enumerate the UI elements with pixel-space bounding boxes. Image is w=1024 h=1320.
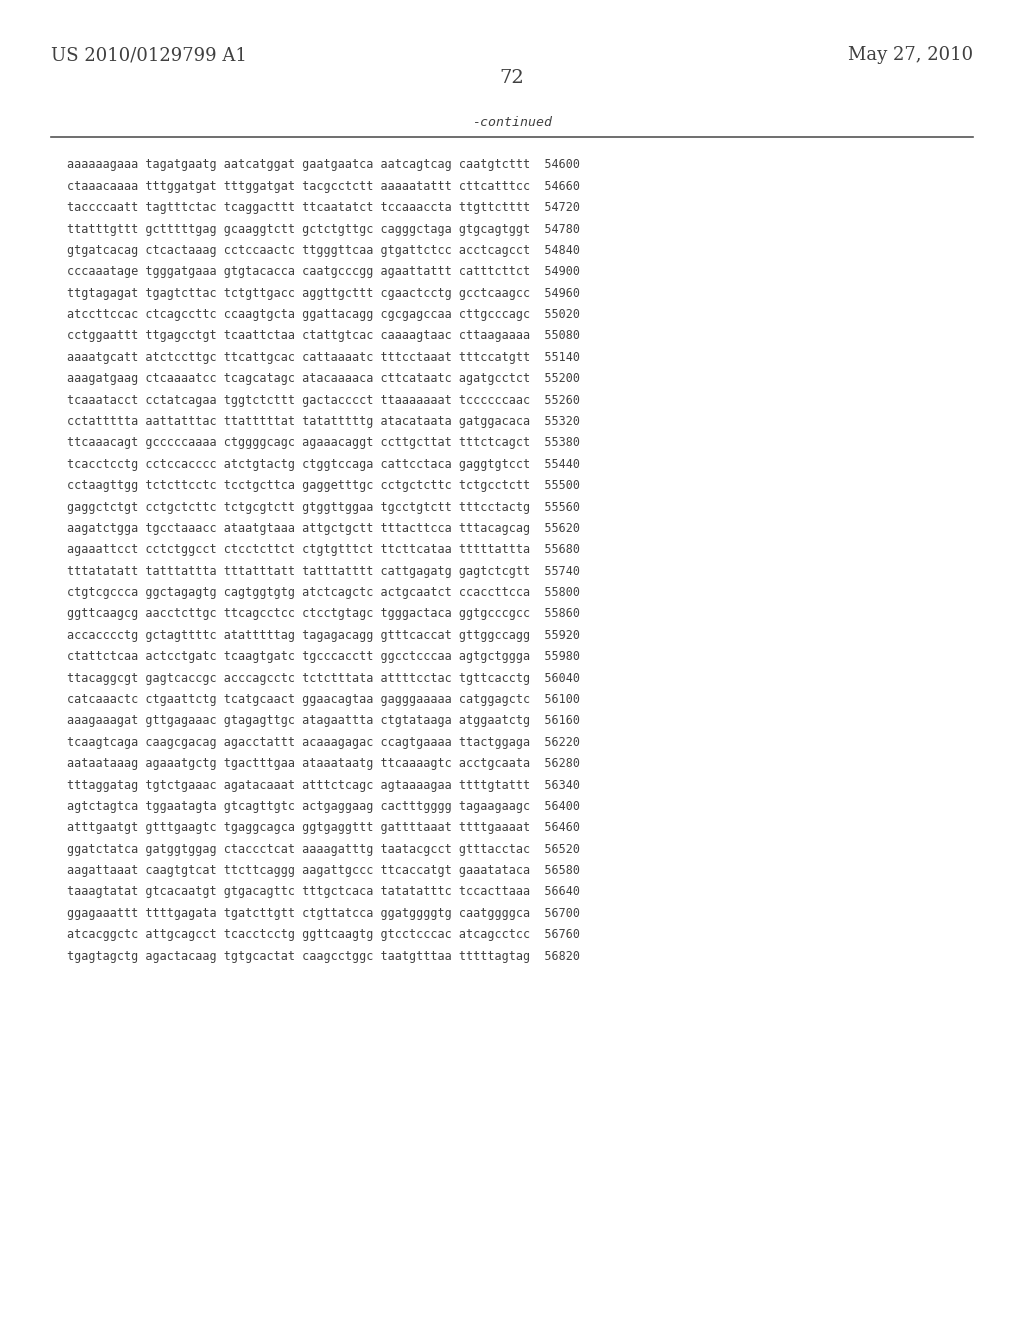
Text: atcacggctc attgcagcct tcacctcctg ggttcaagtg gtcctcccac atcagcctcc  56760: atcacggctc attgcagcct tcacctcctg ggttcaa… (67, 928, 580, 941)
Text: ttcaaacagt gcccccaaaa ctggggcagc agaaacaggt ccttgcttat tttctcagct  55380: ttcaaacagt gcccccaaaa ctggggcagc agaaaca… (67, 437, 580, 449)
Text: taccccaatt tagtttctac tcaggacttt ttcaatatct tccaaaccta ttgttctttt  54720: taccccaatt tagtttctac tcaggacttt ttcaata… (67, 201, 580, 214)
Text: aaagaaagat gttgagaaac gtagagttgc atagaattta ctgtataaga atggaatctg  56160: aaagaaagat gttgagaaac gtagagttgc atagaat… (67, 714, 580, 727)
Text: aaaatgcatt atctccttgc ttcattgcac cattaaaatc tttcctaaat tttccatgtt  55140: aaaatgcatt atctccttgc ttcattgcac cattaaa… (67, 351, 580, 364)
Text: ggagaaattt ttttgagata tgatcttgtt ctgttatcca ggatggggtg caatggggca  56700: ggagaaattt ttttgagata tgatcttgtt ctgttat… (67, 907, 580, 920)
Text: agaaattcct cctctggcct ctcctcttct ctgtgtttct ttcttcataa tttttattta  55680: agaaattcct cctctggcct ctcctcttct ctgtgtt… (67, 544, 580, 556)
Text: tgagtagctg agactacaag tgtgcactat caagcctggc taatgtttaa tttttagtag  56820: tgagtagctg agactacaag tgtgcactat caagcct… (67, 949, 580, 962)
Text: cctaagttgg tctcttcctc tcctgcttca gaggetttgc cctgctcttc tctgcctctt  55500: cctaagttgg tctcttcctc tcctgcttca gaggett… (67, 479, 580, 492)
Text: atttgaatgt gtttgaagtc tgaggcagca ggtgaggttt gattttaaat ttttgaaaat  56460: atttgaatgt gtttgaagtc tgaggcagca ggtgagg… (67, 821, 580, 834)
Text: aagattaaat caagtgtcat ttcttcaggg aagattgccc ttcaccatgt gaaatataca  56580: aagattaaat caagtgtcat ttcttcaggg aagattg… (67, 865, 580, 876)
Text: ggatctatca gatggtggag ctaccctcat aaaagatttg taatacgcct gtttacctac  56520: ggatctatca gatggtggag ctaccctcat aaaagat… (67, 842, 580, 855)
Text: gaggctctgt cctgctcttc tctgcgtctt gtggttggaa tgcctgtctt tttcctactg  55560: gaggctctgt cctgctcttc tctgcgtctt gtggttg… (67, 500, 580, 513)
Text: ctgtcgccca ggctagagtg cagtggtgtg atctcagctc actgcaatct ccaccttcca  55800: ctgtcgccca ggctagagtg cagtggtgtg atctcag… (67, 586, 580, 599)
Text: 72: 72 (500, 69, 524, 87)
Text: cctattttta aattatttac ttatttttat tatatttttg atacataata gatggacaca  55320: cctattttta aattatttac ttatttttat tatattt… (67, 414, 580, 428)
Text: catcaaactc ctgaattctg tcatgcaact ggaacagtaa gagggaaaaa catggagctc  56100: catcaaactc ctgaattctg tcatgcaact ggaacag… (67, 693, 580, 706)
Text: tttaggatag tgtctgaaac agatacaaat atttctcagc agtaaaagaa ttttgtattt  56340: tttaggatag tgtctgaaac agatacaaat atttctc… (67, 779, 580, 792)
Text: cctggaattt ttgagcctgt tcaattctaa ctattgtcac caaaagtaac cttaagaaaa  55080: cctggaattt ttgagcctgt tcaattctaa ctattgt… (67, 330, 580, 342)
Text: aaagatgaag ctcaaaatcc tcagcatagc atacaaaaca cttcataatc agatgcctct  55200: aaagatgaag ctcaaaatcc tcagcatagc atacaaa… (67, 372, 580, 385)
Text: ggttcaagcg aacctcttgc ttcagcctcc ctcctgtagc tgggactaca ggtgcccgcc  55860: ggttcaagcg aacctcttgc ttcagcctcc ctcctgt… (67, 607, 580, 620)
Text: gtgatcacag ctcactaaag cctccaactc ttgggttcaa gtgattctcc acctcagcct  54840: gtgatcacag ctcactaaag cctccaactc ttgggtt… (67, 244, 580, 257)
Text: cccaaatage tgggatgaaa gtgtacacca caatgcccgg agaattattt catttcttct  54900: cccaaatage tgggatgaaa gtgtacacca caatgcc… (67, 265, 580, 279)
Text: -continued: -continued (472, 116, 552, 129)
Text: ctaaacaaaa tttggatgat tttggatgat tacgcctctt aaaaatattt cttcatttcc  54660: ctaaacaaaa tttggatgat tttggatgat tacgcct… (67, 180, 580, 193)
Text: tcaaatacct cctatcagaa tggtctcttt gactacccct ttaaaaaaat tccccccaac  55260: tcaaatacct cctatcagaa tggtctcttt gactacc… (67, 393, 580, 407)
Text: US 2010/0129799 A1: US 2010/0129799 A1 (51, 46, 247, 65)
Text: accacccctg gctagttttc atatttttag tagagacagg gtttcaccat gttggccagg  55920: accacccctg gctagttttc atatttttag tagagac… (67, 628, 580, 642)
Text: ttatttgttt gctttttgag gcaaggtctt gctctgttgc cagggctaga gtgcagtggt  54780: ttatttgttt gctttttgag gcaaggtctt gctctgt… (67, 223, 580, 235)
Text: May 27, 2010: May 27, 2010 (848, 46, 973, 65)
Text: taaagtatat gtcacaatgt gtgacagttc tttgctcaca tatatatttc tccacttaaa  56640: taaagtatat gtcacaatgt gtgacagttc tttgctc… (67, 886, 580, 899)
Text: aagatctgga tgcctaaacc ataatgtaaa attgctgctt tttacttcca tttacagcag  55620: aagatctgga tgcctaaacc ataatgtaaa attgctg… (67, 521, 580, 535)
Text: agtctagtca tggaatagta gtcagttgtc actgaggaag cactttgggg tagaagaagc  56400: agtctagtca tggaatagta gtcagttgtc actgagg… (67, 800, 580, 813)
Text: ttgtagagat tgagtcttac tctgttgacc aggttgcttt cgaactcctg gcctcaagcc  54960: ttgtagagat tgagtcttac tctgttgacc aggttgc… (67, 286, 580, 300)
Text: ctattctcaa actcctgatc tcaagtgatc tgcccacctt ggcctcccaa agtgctggga  55980: ctattctcaa actcctgatc tcaagtgatc tgcccac… (67, 651, 580, 663)
Text: aataataaag agaaatgctg tgactttgaa ataaataatg ttcaaaagtc acctgcaata  56280: aataataaag agaaatgctg tgactttgaa ataaata… (67, 758, 580, 770)
Text: ttacaggcgt gagtcaccgc acccagcctc tctctttata attttcctac tgttcacctg  56040: ttacaggcgt gagtcaccgc acccagcctc tctcttt… (67, 672, 580, 685)
Text: tcacctcctg cctccacccc atctgtactg ctggtccaga cattcctaca gaggtgtcct  55440: tcacctcctg cctccacccc atctgtactg ctggtcc… (67, 458, 580, 471)
Text: tttatatatt tatttattta tttatttatt tatttatttt cattgagatg gagtctcgtt  55740: tttatatatt tatttattta tttatttatt tatttat… (67, 565, 580, 578)
Text: tcaagtcaga caagcgacag agacctattt acaaagagac ccagtgaaaa ttactggaga  56220: tcaagtcaga caagcgacag agacctattt acaaaga… (67, 735, 580, 748)
Text: aaaaaagaaa tagatgaatg aatcatggat gaatgaatca aatcagtcag caatgtcttt  54600: aaaaaagaaa tagatgaatg aatcatggat gaatgaa… (67, 158, 580, 172)
Text: atccttccac ctcagccttc ccaagtgcta ggattacagg cgcgagccaa cttgcccagc  55020: atccttccac ctcagccttc ccaagtgcta ggattac… (67, 308, 580, 321)
